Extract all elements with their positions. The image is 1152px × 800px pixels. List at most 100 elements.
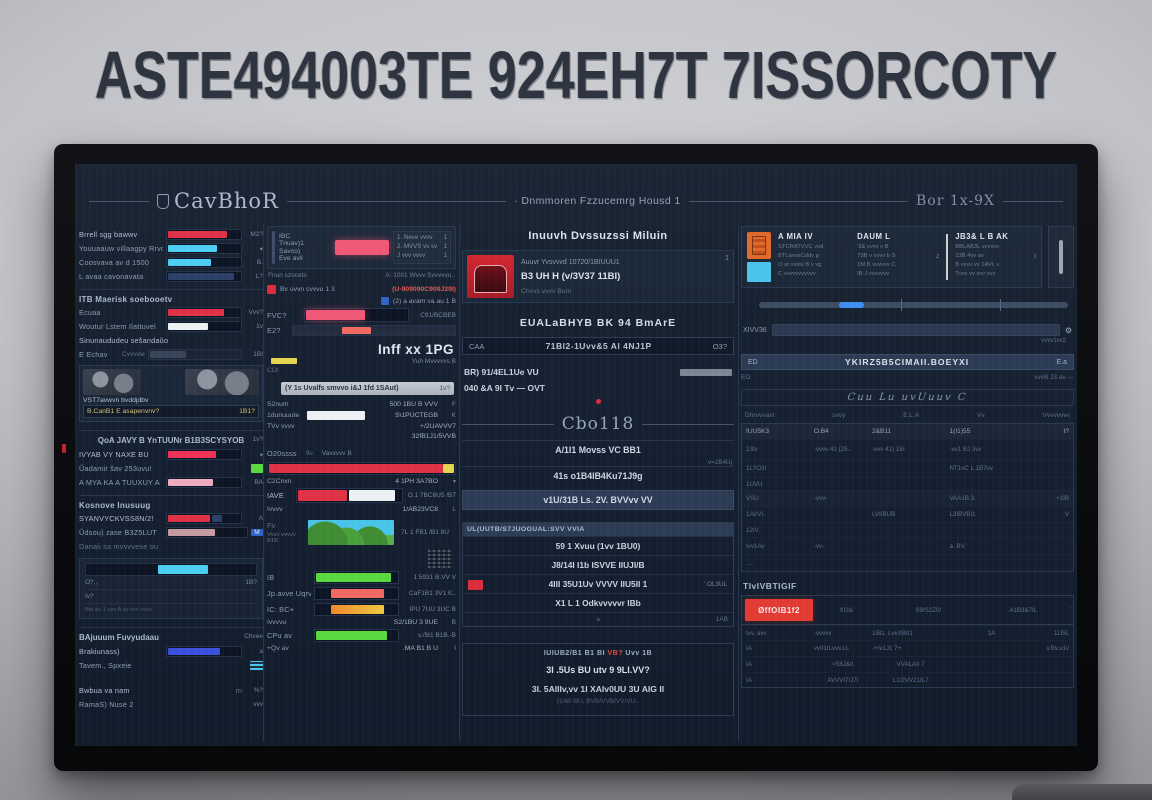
- column-divider: [263, 224, 264, 742]
- band-right: E.a: [1056, 358, 1067, 366]
- bar-track: [166, 513, 242, 524]
- table-footer: a 1AB: [463, 612, 733, 626]
- table-row[interactable]: 1L?O3! NT1vC L.1B7vv: [742, 459, 1073, 477]
- table-header-label: UL(UUTB/S7JUOGUAL:SVV VVIA: [467, 526, 585, 533]
- menu-item[interactable]: 41s o1B4lB4Ku71J9g: [462, 466, 734, 485]
- stat-row[interactable]: C2Cnxn 4 1PH 3A7BO ▾: [267, 478, 456, 485]
- stat-label: TVv vvvv: [267, 423, 295, 430]
- metric-row: FVC? C91/BCBEB: [267, 308, 456, 322]
- stat-label: C2Cnxn: [267, 478, 292, 485]
- header-cell[interactable]: S9/S2Z0/: [915, 606, 942, 614]
- white-bar: [349, 490, 395, 501]
- row-label: IAVE: [267, 491, 284, 500]
- bar-track: [166, 243, 242, 254]
- gear-icon[interactable]: ⚙: [1064, 325, 1072, 335]
- red-action-button[interactable]: ØffOIB1f2: [745, 599, 813, 621]
- mauve-bar: [168, 529, 215, 536]
- header-cell[interactable]: O.B4: [813, 428, 829, 435]
- photo-thumbnail[interactable]: [83, 369, 141, 395]
- header-cell[interactable]: XI3&: [839, 606, 853, 614]
- right-column: A MIA IV STCRATVVC vvd BTLavvsCddv p O a…: [740, 226, 1075, 688]
- slider-track[interactable]: [85, 563, 257, 576]
- table-row[interactable]: 4III 35U1Uv VVVV IIU5II 1 ' OL3UL: [463, 574, 733, 593]
- table-row[interactable]: IA AVVVI7IJ7I L1/2VV21IL7: [742, 672, 1073, 687]
- scroll-hint[interactable]: t: [1034, 254, 1036, 260]
- crimson-bar: [168, 451, 216, 458]
- scroll-hint[interactable]: z: [936, 254, 940, 260]
- stat-row: 32fB1J1/5VVB: [267, 433, 456, 440]
- table-row[interactable]: Ivv. avv -vvvvv 1IB1. LvvXBII1 1A 11I5L: [742, 625, 1073, 640]
- table-row[interactable]: 13Iv -vvvv 41 (25.- -vvv 41) 15/- -vv1 B…: [742, 439, 1073, 459]
- header-cell[interactable]: 7L: [1070, 607, 1071, 614]
- list-item[interactable]: IBC: [279, 233, 291, 240]
- section-side-value[interactable]: Chvee: [244, 633, 263, 640]
- left-column: Brrell sgg bawwv M2? Youuaauw villaagpy …: [79, 226, 263, 713]
- row-value: A: [258, 515, 263, 522]
- row-mid-label: Cvvvvie: [122, 351, 145, 358]
- table-row[interactable]: VSU -vvv- VAA1B 3. +1IB: [742, 490, 1073, 506]
- scrollbar[interactable]: [272, 231, 275, 264]
- slider-tick: [901, 299, 903, 311]
- table-row[interactable]: 1UVU: [742, 477, 1073, 490]
- header-cell[interactable]: A1B3&7IL: [1009, 606, 1038, 614]
- list-item[interactable]: Tnuav)1: [279, 240, 304, 248]
- progress-track[interactable]: [771, 324, 1060, 336]
- light-pill-button[interactable]: (Y 1s Uvalfs smvvo i&J 1fd 1SAut) 1v?: [281, 382, 454, 395]
- chart-row[interactable]: IB 1 5931 B.VV V: [267, 571, 456, 584]
- chevron-down-icon[interactable]: ▾: [452, 479, 456, 485]
- row-value[interactable]: 1B?: [245, 579, 257, 586]
- status-label: 040 &A 9I Tv — OVT: [464, 383, 545, 393]
- card-side-value: 1: [725, 255, 729, 262]
- stat-unit: F: [452, 401, 456, 408]
- photo-thumbnail[interactable]: [185, 369, 259, 395]
- slider-handle[interactable]: [1059, 240, 1063, 274]
- thumb-bar: [149, 351, 186, 358]
- table-row[interactable]: J8/14I I1b ISVVE IIUJI/B: [463, 555, 733, 574]
- table-row[interactable]: 59 1 Xvuu (1vv 1BU0): [463, 536, 733, 555]
- table-row[interactable]: IA vvII1ILvvv.LL -+Iv1J1 7+ v.Bv.v1v: [742, 640, 1073, 656]
- metric-row: Danaii sa mvvvvese ou: [79, 541, 263, 552]
- alert-label: Bv uvvn cvvvu 1 3: [280, 286, 335, 293]
- vertical-slider[interactable]: [1048, 226, 1074, 288]
- blue-bar: [168, 648, 220, 655]
- panel-title: Inuuvh Dvssuzssi Miluin: [528, 230, 668, 242]
- blue-badge[interactable]: M: [251, 529, 263, 536]
- info-card: A MIA IV STCRATVVC vvd BTLavvsCddv p O a…: [741, 226, 1042, 288]
- header-cell[interactable]: IUU5K3: [746, 428, 770, 435]
- table-row[interactable]: 1AVVI. LVIIBUB L3IBVBI1 V: [742, 506, 1073, 522]
- featured-card[interactable]: Auuvr Yvsvvvd 10720/1BIUUU1 B3 UH H (v/3…: [462, 250, 734, 303]
- item-list: IBC Tnuav)1 Savco) Eve avil: [279, 231, 331, 264]
- menu-item-highlighted[interactable]: v1U/31B Ls. 2V. BVVvv VV: [462, 490, 734, 510]
- red-bar: [168, 515, 210, 522]
- table-row[interactable]: IA <58J&II VVALAII 7: [742, 656, 1073, 672]
- table-row[interactable]: Ivv1Av -vv- a .BV.: [742, 537, 1073, 554]
- chevron-down-icon[interactable]: ▾: [259, 245, 263, 253]
- list-icon[interactable]: [250, 661, 263, 670]
- table-row[interactable]: X1 L 1 Odkvvvvvr IBb: [463, 593, 733, 612]
- chevron-down-icon[interactable]: ▾: [259, 451, 263, 459]
- horizontal-slider[interactable]: [759, 299, 1068, 311]
- list-item[interactable]: Savco): [279, 247, 301, 255]
- cell: -vvvv 41 (25.-: [813, 446, 852, 453]
- img-label: Fv: [267, 521, 276, 530]
- row-label: O20ssss: [267, 449, 297, 458]
- search-input[interactable]: CAA 71Bl2-1Uvv&5 Al 4NJ1P O3?: [462, 337, 734, 355]
- table-row[interactable]: ....: [742, 554, 1073, 571]
- list-item[interactable]: Eve avil: [279, 254, 303, 262]
- menu-item[interactable]: A/1I1 Movss VC BB1 v=2B4Uj: [462, 440, 734, 466]
- metric-row[interactable]: Youuaauw villaagpy Rrvooou/ ▾: [79, 243, 263, 254]
- alert-row: (2) a avam va au 1 B: [267, 297, 456, 305]
- metric-row[interactable]: IVYAB VY NAXE BU ▾: [79, 449, 263, 460]
- table-row[interactable]: 12IV.: [742, 522, 1073, 537]
- metric-row: Tavem., Spxeie: [79, 660, 263, 671]
- cell: 11I5L: [1053, 629, 1069, 637]
- header-cell[interactable]: 1(I1)55: [949, 428, 971, 435]
- thumbnail-strip[interactable]: [83, 369, 259, 395]
- col-label: Vv: [976, 412, 985, 419]
- header-cell[interactable]: t?: [1063, 428, 1070, 435]
- header-cell[interactable]: 2&B11: [871, 428, 892, 435]
- landscape-thumbnail[interactable]: [308, 520, 394, 545]
- highlight-value: 1B1?: [239, 408, 255, 415]
- band-left: ED: [748, 358, 758, 366]
- input-suffix[interactable]: O3?: [712, 341, 727, 351]
